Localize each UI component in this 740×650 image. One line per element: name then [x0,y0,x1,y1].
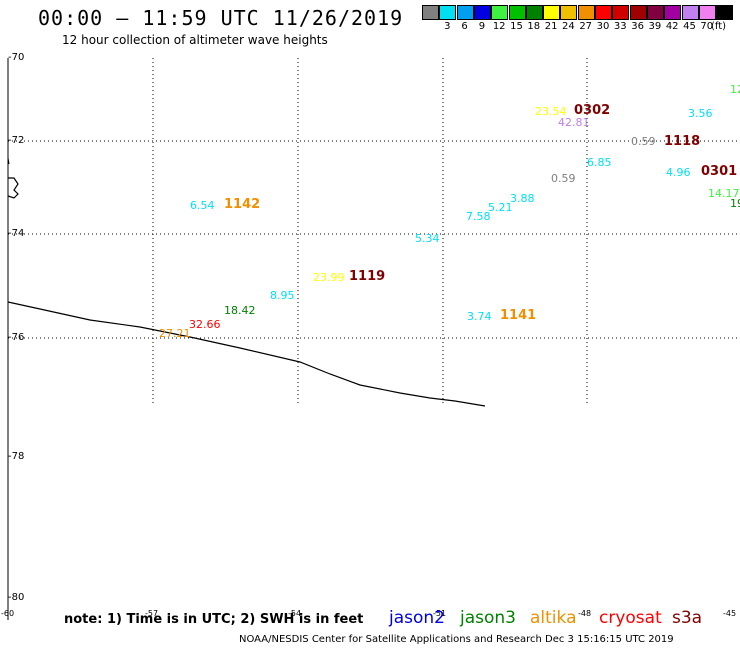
lat-label--78: -78 [8,451,25,462]
map-subtitle: 12 hour collection of altimeter wave hei… [62,33,328,47]
lon-label--57: -57 [145,609,159,618]
color-legend-label: 45 [683,21,696,32]
lat-label--76: -76 [8,332,25,343]
pass-time-label: 0302 [574,103,611,118]
color-swatch [612,5,630,20]
pass-time-label: 1141 [500,308,537,323]
satellite-legend-jason3: jason3 [460,608,516,628]
color-legend-label: 3 [444,21,451,32]
lon-label--54: -54 [288,609,302,618]
wave-height-value: 6.54 [190,199,215,212]
lon-label--45: -45 [723,609,737,618]
lon-label--51: -51 [433,609,447,618]
color-swatch [595,5,612,20]
wave-height-value: 7.58 [466,210,491,223]
color-legend-label: 9 [478,21,486,32]
color-legend-label: 12 [492,21,506,32]
coastline [7,301,486,407]
satellite-legend-altika: altika [530,608,577,628]
wave-height-value: 27.21 [159,327,191,340]
color-swatch [629,5,647,20]
color-swatch [525,5,543,20]
graticule [8,58,740,406]
color-swatch [698,5,716,20]
lat-label--74: -74 [8,228,25,239]
satellite-legend-s3a: s3a [672,608,703,628]
wave-height-value: 0.59 [631,135,656,148]
lat-label--80: -80 [8,592,25,603]
color-legend-label: 30 [596,21,610,32]
color-swatch [439,5,457,20]
color-swatch [646,5,664,20]
pass-time-label: 1118 [664,134,701,149]
coastline-fragment [7,157,10,165]
coastline-island [7,177,19,199]
wave-height-value: 4.96 [666,166,691,179]
color-legend-label: 39 [648,21,662,32]
color-swatch [456,5,474,20]
lat-label--70: -70 [8,52,25,63]
wave-height-value: 19 [730,197,740,210]
color-legend-label: 18 [527,21,541,32]
color-swatch [543,5,561,20]
pass-time-label: 1142 [224,197,261,212]
color-legend-label: 70 [700,21,714,32]
satellite-legend-jason2: jason2 [389,608,445,628]
color-swatch [664,5,682,20]
color-legend-label: 33 [613,21,627,32]
pass-time-label: 1119 [349,269,386,284]
lon-label--60: -60 [1,609,15,618]
wave-height-value: 8.95 [270,289,295,302]
color-swatch [491,5,509,20]
wave-height-value: 6.85 [587,156,612,169]
wave-height-value: 3.74 [467,310,492,323]
wave-height-value: 14.17 [708,187,740,200]
wave-height-value: 0.59 [551,172,576,185]
wave-height-value: 3.88 [510,192,535,205]
wave-height-value: 23.54 [535,105,567,118]
color-swatch [681,5,699,20]
color-swatch [508,5,526,20]
color-legend-label: 42 [665,21,679,32]
wave-height-value: 23.99 [313,271,345,284]
map-title: 00:00 — 11:59 UTC 11/26/2019 [38,6,404,30]
wave-height-value: 3.56 [688,107,713,120]
color-swatch [716,5,734,20]
pass-time-label: 0301 [701,164,738,179]
color-swatch [560,5,578,20]
wave-height-value: 18.42 [224,304,256,317]
wave-height-value: 5.34 [415,232,440,245]
color-legend-label: 21 [544,21,558,32]
color-swatch [422,5,439,20]
wave-height-value: 42.81 [558,116,590,129]
units-note: note: 1) Time is in UTC; 2) SWH is in fe… [64,612,364,627]
satellite-legend-cryosat: cryosat [599,608,662,628]
color-legend-label: 24 [562,21,575,32]
credit-footer: NOAA/NESDIS Center for Satellite Applica… [239,634,674,645]
wave-height-value: 32.66 [189,318,221,331]
color-swatch [473,5,491,20]
color-legend-unit: (ft) [711,21,727,32]
wave-height-value: 12 [730,83,740,96]
color-legend-label: 15 [510,21,523,32]
color-legend-label: 6 [461,21,468,32]
color-legend-label: 27 [579,21,593,32]
color-legend-label: 36 [631,21,644,32]
lon-label--48: -48 [578,609,592,618]
color-swatch [577,5,595,20]
wave-height-value: 5.21 [488,201,513,214]
lat-label--72: -72 [8,135,25,146]
